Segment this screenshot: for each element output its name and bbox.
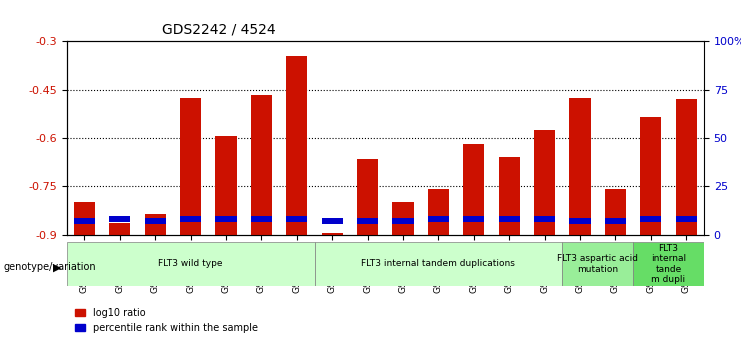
Bar: [286, 56, 308, 235]
Bar: [322, 233, 343, 235]
FancyBboxPatch shape: [67, 241, 314, 286]
Bar: [286, 216, 308, 222]
Bar: [428, 216, 449, 222]
Bar: [216, 216, 236, 222]
Bar: [357, 159, 378, 235]
Legend: log10 ratio, percentile rank within the sample: log10 ratio, percentile rank within the …: [72, 304, 262, 337]
Bar: [250, 216, 272, 222]
Text: ▶: ▶: [53, 263, 62, 272]
Bar: [180, 98, 202, 235]
Bar: [499, 157, 520, 235]
FancyBboxPatch shape: [314, 241, 562, 286]
Bar: [676, 216, 697, 222]
FancyBboxPatch shape: [562, 241, 633, 286]
Bar: [74, 203, 95, 235]
Text: FLT3 wild type: FLT3 wild type: [159, 259, 223, 268]
Bar: [640, 117, 662, 235]
Bar: [569, 98, 591, 235]
Bar: [250, 95, 272, 235]
Bar: [216, 136, 236, 235]
Bar: [109, 223, 130, 235]
Bar: [534, 216, 555, 222]
Text: FLT3
internal
tande
m dupli: FLT3 internal tande m dupli: [651, 244, 686, 284]
Text: FLT3 aspartic acid
mutation: FLT3 aspartic acid mutation: [557, 254, 638, 274]
Bar: [428, 189, 449, 235]
Bar: [534, 130, 555, 235]
Bar: [393, 203, 413, 235]
Bar: [605, 218, 626, 224]
Text: genotype/variation: genotype/variation: [4, 263, 96, 272]
Bar: [144, 214, 166, 235]
Bar: [109, 216, 130, 222]
Bar: [322, 218, 343, 224]
Bar: [144, 218, 166, 224]
Bar: [180, 216, 202, 222]
Text: FLT3 internal tandem duplications: FLT3 internal tandem duplications: [362, 259, 515, 268]
Text: GDS2242 / 4524: GDS2242 / 4524: [162, 22, 276, 36]
Bar: [393, 218, 413, 224]
Bar: [605, 189, 626, 235]
Bar: [463, 216, 485, 222]
Bar: [74, 218, 95, 224]
FancyBboxPatch shape: [633, 241, 704, 286]
Bar: [569, 218, 591, 224]
Bar: [357, 218, 378, 224]
Bar: [499, 216, 520, 222]
Bar: [640, 216, 662, 222]
Bar: [676, 99, 697, 235]
Bar: [463, 145, 485, 235]
